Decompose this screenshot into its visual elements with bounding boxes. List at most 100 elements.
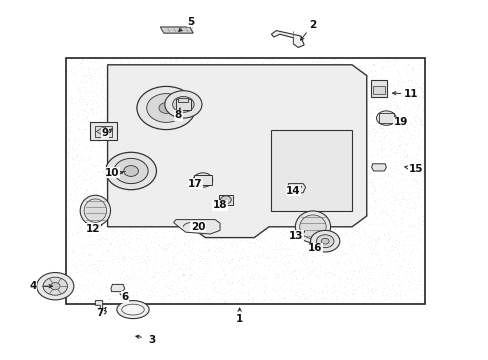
Point [287,287,295,292]
Point [208,280,216,286]
Point [88,107,96,113]
Point [125,58,133,64]
Point [388,56,396,62]
Point [184,278,192,284]
Point [316,301,324,307]
Point [368,206,376,212]
Point [234,64,242,70]
Point [170,204,178,210]
Polygon shape [95,126,112,137]
Point [284,112,292,118]
Point [120,196,127,202]
Point [253,153,261,159]
Point [203,247,211,252]
Point [93,294,101,300]
Point [184,107,192,112]
Point [183,238,190,244]
Point [180,122,188,128]
Point [337,126,345,131]
Point [330,118,338,123]
Point [230,117,238,122]
Point [343,228,351,233]
Point [93,169,101,175]
Point [412,171,420,177]
Point [116,155,123,161]
Point [100,98,108,103]
Point [90,139,98,145]
Point [390,56,398,62]
Point [85,115,93,121]
Point [118,121,126,126]
Point [384,285,391,291]
Point [150,183,158,189]
Point [89,219,97,224]
Point [392,237,400,243]
Point [217,264,224,270]
Point [310,244,318,249]
Point [181,115,188,121]
Point [383,171,390,177]
Point [295,240,303,246]
Point [374,215,382,221]
Point [153,76,161,81]
Point [197,82,204,88]
Point [116,275,124,280]
Point [174,95,182,100]
Point [252,177,260,183]
Point [418,88,426,94]
Point [133,161,141,166]
Point [322,86,330,92]
Point [379,140,387,146]
Point [125,239,133,245]
Point [366,148,373,154]
Point [192,117,200,122]
Point [278,93,285,98]
Point [292,63,300,69]
Point [405,190,412,196]
Point [332,58,340,63]
Point [322,203,330,208]
Point [169,140,177,146]
Point [354,190,362,195]
Point [291,121,299,127]
Point [260,127,268,133]
Bar [370,80,386,97]
Point [347,248,355,254]
Point [390,106,398,112]
Point [205,58,213,64]
Point [122,113,130,118]
Point [355,81,363,86]
Point [268,287,276,293]
Point [101,114,108,120]
Point [296,193,304,198]
Point [159,121,167,127]
Point [148,183,156,189]
Point [200,153,208,159]
Point [246,216,254,222]
Point [328,234,336,239]
Point [347,206,355,212]
Point [185,293,193,299]
Point [203,248,211,254]
Point [359,118,366,123]
Point [176,134,184,140]
Point [218,237,225,243]
Point [199,264,206,270]
Point [70,289,78,294]
Point [407,206,415,211]
Point [189,59,197,65]
Point [80,194,87,200]
Point [207,169,215,175]
Point [247,211,255,217]
Point [129,268,137,274]
Point [66,129,74,134]
Point [409,246,417,251]
Point [246,74,254,80]
Point [65,129,73,135]
Point [366,131,373,136]
Point [62,249,70,255]
Point [179,292,187,298]
Point [130,107,138,113]
Point [420,76,428,82]
Point [391,223,399,229]
